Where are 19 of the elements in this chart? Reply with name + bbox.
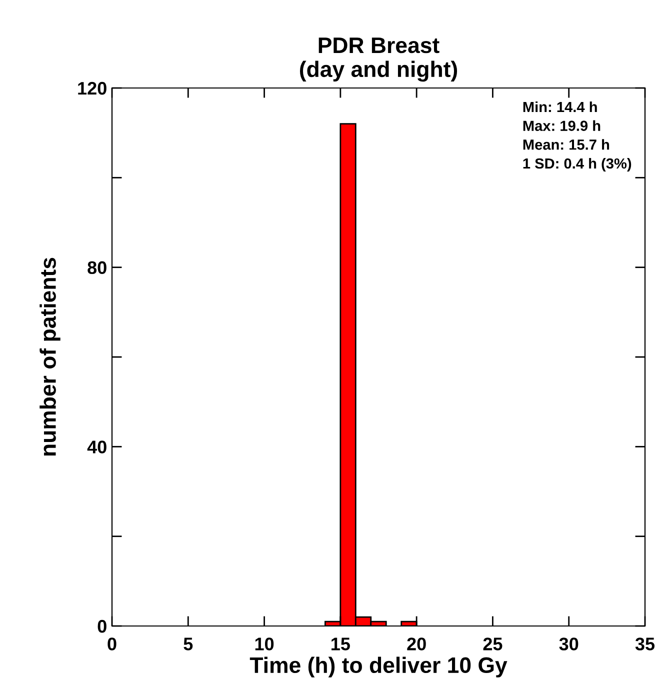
x-axis-title: Time (h) to deliver 10 Gy bbox=[250, 656, 508, 678]
y-tick-label: 40 bbox=[87, 440, 106, 454]
y-axis-title: number of patients bbox=[40, 258, 60, 456]
x-tick-label: 5 bbox=[184, 638, 193, 650]
x-tick-label: 0 bbox=[108, 638, 116, 650]
y-tick-label: 0 bbox=[98, 620, 106, 633]
x-tick-label: 10 bbox=[255, 638, 274, 650]
x-tick-label: 35 bbox=[635, 638, 655, 650]
annotation: Min: 14.4 h bbox=[523, 101, 597, 112]
x-tick-label: 15 bbox=[332, 638, 350, 650]
annotation: Mean: 15.7 h bbox=[523, 139, 610, 150]
x-tick-label: 20 bbox=[407, 638, 426, 650]
x-tick-label: 30 bbox=[559, 638, 578, 650]
y-tick-label: 120 bbox=[78, 82, 106, 95]
annotation: 1 SD: 0.4 h (3%) bbox=[523, 158, 632, 172]
annotation: Max: 19.9 h bbox=[523, 120, 600, 131]
x-tick-label: 25 bbox=[483, 638, 502, 650]
y-tick-label: 80 bbox=[88, 261, 106, 274]
chart-title: PDR Breast (day and night) bbox=[300, 38, 458, 82]
